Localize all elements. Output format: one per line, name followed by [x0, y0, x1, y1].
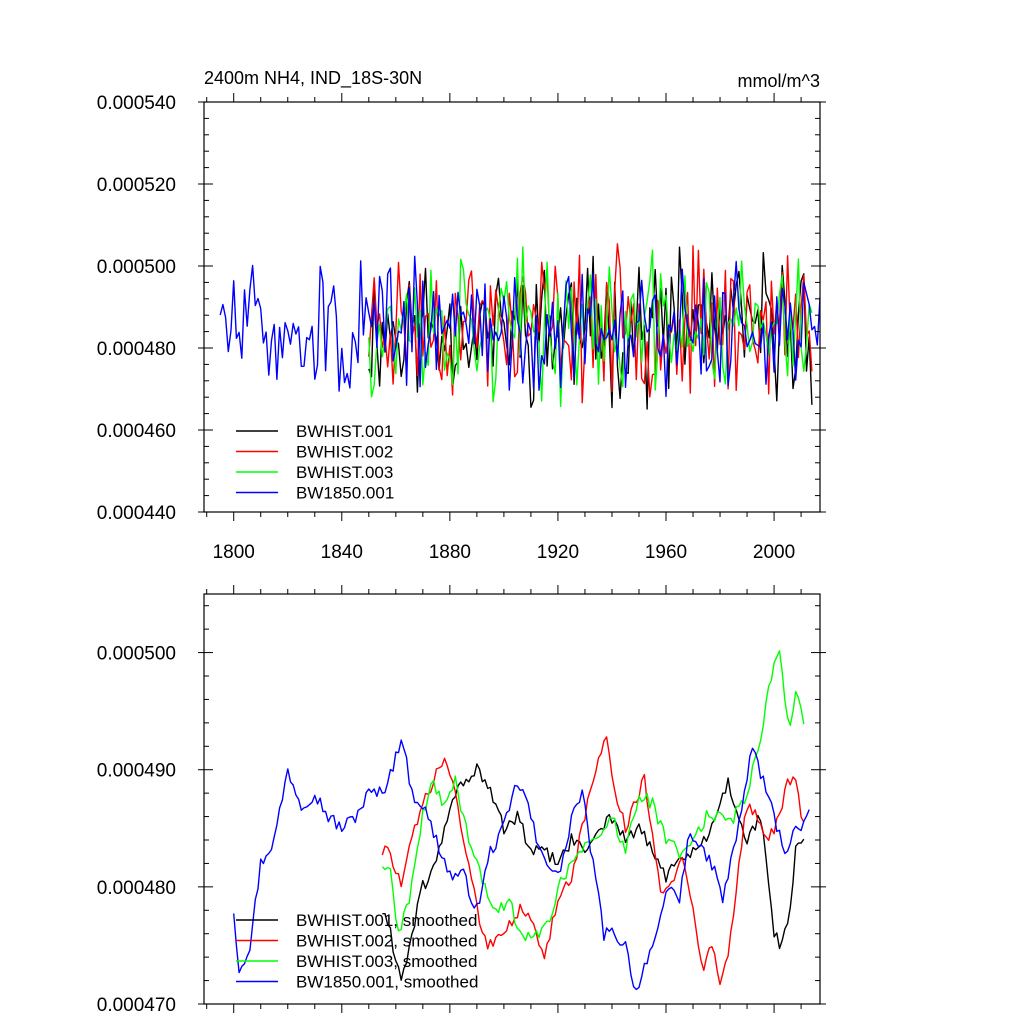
bottom-series-group: [233, 650, 810, 991]
top-panel: 2400m NH4, IND_18S-30N mmol/m^3 1800 1840…: [97, 68, 826, 563]
plot-frame: [203, 593, 821, 1005]
x-tick-label: 2000: [753, 542, 795, 563]
x-tick-label: 1800: [213, 542, 255, 563]
y-tick-label: 0.000470: [97, 995, 176, 1016]
y-tick-label: 0.000500: [97, 644, 176, 665]
series-line-bottom-3: [233, 739, 810, 991]
legend-label: BWHIST.002, smoothed: [296, 932, 477, 951]
y-tick-label: 0.000460: [97, 421, 176, 442]
legend-label: BWHIST.003, smoothed: [296, 952, 477, 971]
legend-label: BW1850.001, smoothed: [296, 973, 478, 992]
legend-label: BWHIST.003: [296, 463, 393, 482]
x-tick-label: 1880: [429, 542, 471, 563]
y-tick-label: 0.000500: [97, 257, 176, 278]
x-tick-label: 1920: [537, 542, 579, 563]
series-line-bottom-2: [381, 650, 805, 942]
bottom-axes: 0.000470 0.000480 0.000490 0.000500: [97, 585, 826, 1016]
top-panel-title: 2400m NH4, IND_18S-30N: [204, 68, 422, 89]
series-line-top-1: [368, 243, 813, 404]
y-tick-label: 0.000440: [97, 503, 176, 524]
legend-label: BWHIST.001: [296, 422, 393, 441]
bottom-panel: 0.000470 0.000480 0.000490 0.000500 BWHIST.…: [97, 585, 826, 1016]
y-tick-label: 0.000490: [97, 761, 176, 782]
y-tick-label: 0.000520: [97, 175, 176, 196]
y-tick-label: 0.000480: [97, 878, 176, 899]
legend-label: BWHIST.002: [296, 443, 393, 462]
legend-label: BWHIST.001, smoothed: [296, 911, 477, 930]
y-tick-label: 0.000540: [97, 93, 176, 114]
legend-label: BW1850.001: [296, 484, 394, 503]
x-tick-label: 1960: [645, 542, 687, 563]
x-tick-label: 1840: [321, 542, 363, 563]
bottom-legend: BWHIST.001, smoothed BWHIST.002, smoothed…: [236, 911, 478, 992]
series-line-top-3: [219, 255, 820, 398]
top-panel-units: mmol/m^3: [738, 71, 820, 91]
plot-frame: [203, 101, 821, 513]
top-series-group: [219, 243, 820, 410]
top-axes: 1800 1840 1880 1920 1960 2000 0.000440 0.000460…: [97, 93, 826, 563]
y-tick-label: 0.000480: [97, 339, 176, 360]
series-line-bottom-1: [381, 736, 805, 986]
